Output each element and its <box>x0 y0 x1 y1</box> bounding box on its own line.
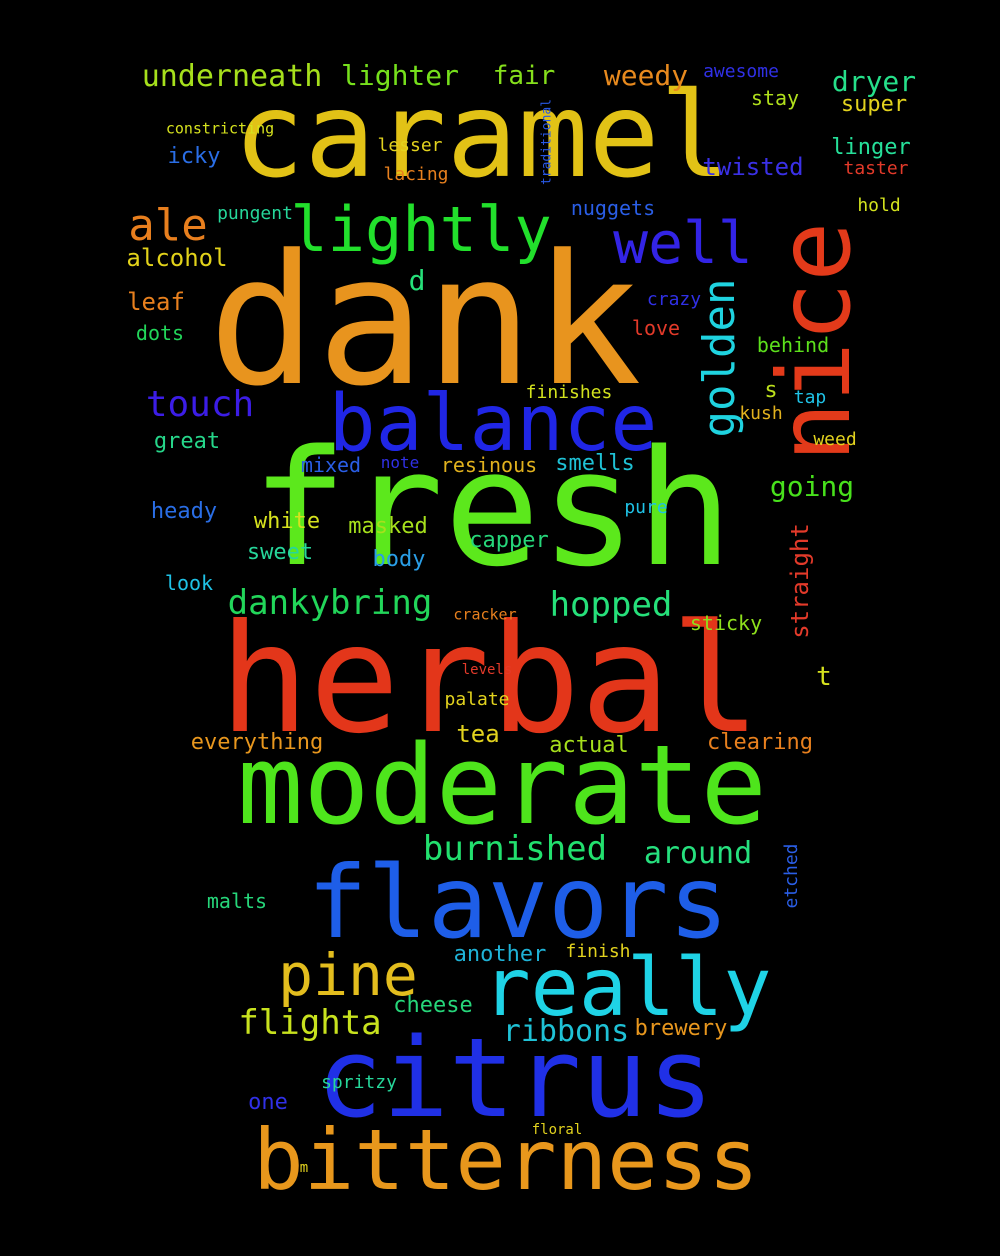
word-ribbons: ribbons <box>502 1014 630 1049</box>
word-icky: icky <box>167 144 221 169</box>
word-underneath: underneath <box>141 59 323 94</box>
word-another: another <box>453 942 547 967</box>
word-finishes: finishes <box>525 382 613 403</box>
word-around: around <box>643 836 753 871</box>
word-taster: taster <box>843 158 909 179</box>
word-hold: hold <box>857 195 901 216</box>
word-tea: tea <box>456 720 500 748</box>
word-bitterness: bitterness <box>253 1111 759 1209</box>
word-levels: levels <box>461 662 513 678</box>
word-constricting: constricting <box>165 119 275 138</box>
word-weed: weed <box>813 429 857 450</box>
word-touch: touch <box>145 384 255 425</box>
word-note: note <box>380 453 420 472</box>
word-heady: heady <box>150 499 218 524</box>
word-t: t <box>816 662 832 692</box>
word-golden: golden <box>694 278 745 438</box>
word-d: d <box>408 264 426 297</box>
word-nuggets: nuggets <box>570 196 656 220</box>
word-traditional: traditional <box>539 98 555 186</box>
word-lighter: lighter <box>340 59 460 92</box>
word-floral: floral <box>531 1122 583 1138</box>
word-hopped: hopped <box>549 585 673 625</box>
word-sticky: sticky <box>689 611 763 635</box>
word-dots: dots <box>135 321 185 345</box>
word-really: really <box>482 941 772 1034</box>
word-fair: fair <box>492 61 556 91</box>
word-balance: balance <box>328 379 658 469</box>
word-malts: malts <box>206 889 268 913</box>
word-tap: tap <box>793 387 827 408</box>
word-well: well <box>613 209 753 277</box>
word-pungent: pungent <box>217 203 293 224</box>
word-spritzy: spritzy <box>321 1072 397 1093</box>
word-leaf: leaf <box>127 288 185 316</box>
word-cheese: cheese <box>393 993 473 1018</box>
word-cracker: cracker <box>453 605 517 624</box>
word-finish: finish <box>565 941 631 962</box>
word-great: great <box>153 429 221 454</box>
word-etched: etched <box>781 843 802 909</box>
word-lacing: lacing <box>383 164 449 185</box>
word-flighta: flighta <box>238 1003 382 1043</box>
word-ale: ale <box>128 200 208 251</box>
word-s: s <box>764 378 778 403</box>
word-flavors: flavors <box>307 844 729 961</box>
word-awesome: awesome <box>703 61 779 82</box>
word-resinous: resinous <box>440 453 538 477</box>
word-moderate: moderate <box>237 721 767 849</box>
word-clearing: clearing <box>707 730 813 755</box>
word-everything: everything <box>190 730 324 755</box>
word-herbal: herbal <box>219 593 761 767</box>
word-dank: dank <box>208 217 642 426</box>
word-weedy: weedy <box>603 59 689 92</box>
word-crazy: crazy <box>646 289 702 310</box>
word-fresh: fresh <box>251 415 733 602</box>
word-pure: pure <box>624 497 668 518</box>
word-actual: actual <box>549 733 629 758</box>
word-behind: behind <box>756 333 830 357</box>
word-body: body <box>372 547 426 572</box>
word-dryer: dryer <box>831 65 917 98</box>
word-look: look <box>164 571 214 595</box>
word-lesser: lesser <box>377 135 443 156</box>
word-love: love <box>631 316 681 340</box>
word-kush: kush <box>739 403 783 424</box>
word-going: going <box>769 470 855 503</box>
word-m: m <box>299 1160 309 1176</box>
word-straight: straight <box>786 523 814 639</box>
word-lightly: lightly <box>290 193 552 266</box>
word-linger: linger <box>831 135 911 160</box>
word-citrus: citrus <box>316 1014 714 1142</box>
word-alcohol: alcohol <box>126 244 228 272</box>
word-twisted: twisted <box>702 153 804 181</box>
word-caramel: caramel <box>233 66 731 204</box>
word-super: super <box>840 92 908 117</box>
word-pine: pine <box>278 941 418 1009</box>
word-sweet: sweet <box>246 540 314 565</box>
word-palate: palate <box>444 689 510 710</box>
word-stay: stay <box>750 86 800 110</box>
word-dankybring: dankybring <box>227 583 433 623</box>
word-brewery: brewery <box>634 1016 728 1041</box>
word-mixed: mixed <box>300 453 362 477</box>
word-capper: capper <box>469 528 549 553</box>
word-smells: smells <box>555 451 635 476</box>
word-white: white <box>253 509 321 534</box>
word-one: one <box>248 1090 288 1115</box>
word-masked: masked <box>348 514 428 539</box>
word-burnished: burnished <box>422 829 608 869</box>
